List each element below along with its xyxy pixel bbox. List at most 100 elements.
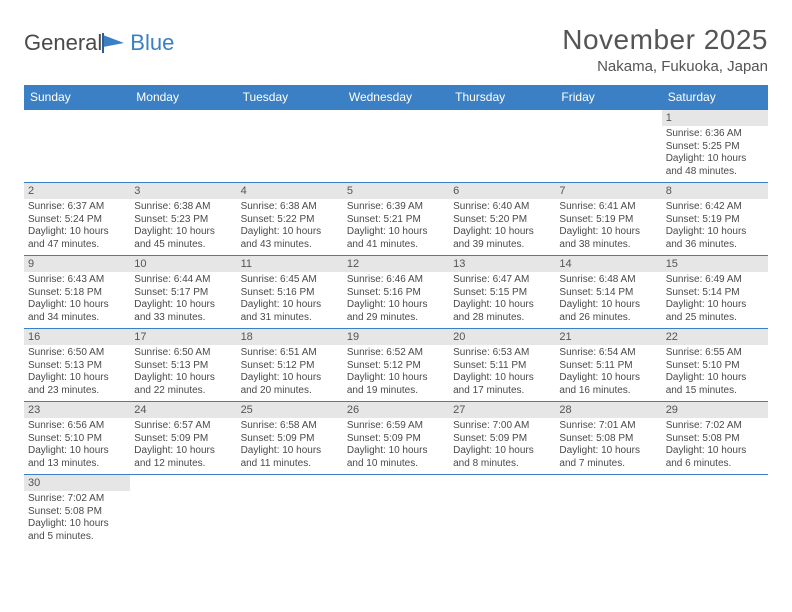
day-details: Sunrise: 6:45 AMSunset: 5:16 PMDaylight:… <box>237 272 343 328</box>
day-number: 16 <box>24 329 130 345</box>
calendar-day-cell: 19Sunrise: 6:52 AMSunset: 5:12 PMDayligh… <box>343 329 449 402</box>
day-details: Sunrise: 6:42 AMSunset: 5:19 PMDaylight:… <box>662 199 768 255</box>
day-number: 19 <box>343 329 449 345</box>
day-number: 17 <box>130 329 236 345</box>
day-details: Sunrise: 7:02 AMSunset: 5:08 PMDaylight:… <box>662 418 768 474</box>
day-details: Sunrise: 6:48 AMSunset: 5:14 PMDaylight:… <box>555 272 661 328</box>
calendar-empty-cell <box>343 475 449 548</box>
day-details: Sunrise: 6:51 AMSunset: 5:12 PMDaylight:… <box>237 345 343 401</box>
calendar-day-cell: 6Sunrise: 6:40 AMSunset: 5:20 PMDaylight… <box>449 183 555 256</box>
calendar-day-cell: 24Sunrise: 6:57 AMSunset: 5:09 PMDayligh… <box>130 402 236 475</box>
day-number: 10 <box>130 256 236 272</box>
calendar-week-row: 30Sunrise: 7:02 AMSunset: 5:08 PMDayligh… <box>24 475 768 548</box>
calendar-day-cell: 7Sunrise: 6:41 AMSunset: 5:19 PMDaylight… <box>555 183 661 256</box>
day-number: 5 <box>343 183 449 199</box>
day-number: 21 <box>555 329 661 345</box>
day-number: 18 <box>237 329 343 345</box>
calendar-day-cell: 14Sunrise: 6:48 AMSunset: 5:14 PMDayligh… <box>555 256 661 329</box>
calendar-empty-cell <box>449 110 555 183</box>
day-number: 3 <box>130 183 236 199</box>
day-details: Sunrise: 7:00 AMSunset: 5:09 PMDaylight:… <box>449 418 555 474</box>
calendar-day-cell: 21Sunrise: 6:54 AMSunset: 5:11 PMDayligh… <box>555 329 661 402</box>
day-number: 29 <box>662 402 768 418</box>
calendar-day-cell: 29Sunrise: 7:02 AMSunset: 5:08 PMDayligh… <box>662 402 768 475</box>
calendar-day-cell: 17Sunrise: 6:50 AMSunset: 5:13 PMDayligh… <box>130 329 236 402</box>
day-number: 7 <box>555 183 661 199</box>
calendar-day-cell: 22Sunrise: 6:55 AMSunset: 5:10 PMDayligh… <box>662 329 768 402</box>
day-details: Sunrise: 6:39 AMSunset: 5:21 PMDaylight:… <box>343 199 449 255</box>
weekday-header: Thursday <box>449 85 555 110</box>
day-details: Sunrise: 6:40 AMSunset: 5:20 PMDaylight:… <box>449 199 555 255</box>
calendar-empty-cell <box>343 110 449 183</box>
calendar-empty-cell <box>130 475 236 548</box>
calendar-week-row: 9Sunrise: 6:43 AMSunset: 5:18 PMDaylight… <box>24 256 768 329</box>
day-number: 6 <box>449 183 555 199</box>
day-details: Sunrise: 6:57 AMSunset: 5:09 PMDaylight:… <box>130 418 236 474</box>
calendar-day-cell: 9Sunrise: 6:43 AMSunset: 5:18 PMDaylight… <box>24 256 130 329</box>
day-number: 4 <box>237 183 343 199</box>
day-details: Sunrise: 6:41 AMSunset: 5:19 PMDaylight:… <box>555 199 661 255</box>
calendar-day-cell: 3Sunrise: 6:38 AMSunset: 5:23 PMDaylight… <box>130 183 236 256</box>
calendar-week-row: 1Sunrise: 6:36 AMSunset: 5:25 PMDaylight… <box>24 110 768 183</box>
calendar-day-cell: 2Sunrise: 6:37 AMSunset: 5:24 PMDaylight… <box>24 183 130 256</box>
day-details: Sunrise: 6:50 AMSunset: 5:13 PMDaylight:… <box>130 345 236 401</box>
day-details: Sunrise: 7:01 AMSunset: 5:08 PMDaylight:… <box>555 418 661 474</box>
day-details: Sunrise: 7:02 AMSunset: 5:08 PMDaylight:… <box>24 491 130 547</box>
calendar-day-cell: 13Sunrise: 6:47 AMSunset: 5:15 PMDayligh… <box>449 256 555 329</box>
calendar-day-cell: 30Sunrise: 7:02 AMSunset: 5:08 PMDayligh… <box>24 475 130 548</box>
day-number: 8 <box>662 183 768 199</box>
day-details: Sunrise: 6:36 AMSunset: 5:25 PMDaylight:… <box>662 126 768 182</box>
calendar-day-cell: 25Sunrise: 6:58 AMSunset: 5:09 PMDayligh… <box>237 402 343 475</box>
calendar-empty-cell <box>555 475 661 548</box>
day-number: 2 <box>24 183 130 199</box>
weekday-header: Monday <box>130 85 236 110</box>
day-details: Sunrise: 6:49 AMSunset: 5:14 PMDaylight:… <box>662 272 768 328</box>
weekday-header: Saturday <box>662 85 768 110</box>
day-details: Sunrise: 6:47 AMSunset: 5:15 PMDaylight:… <box>449 272 555 328</box>
calendar-day-cell: 15Sunrise: 6:49 AMSunset: 5:14 PMDayligh… <box>662 256 768 329</box>
title-block: November 2025 Nakama, Fukuoka, Japan <box>562 24 768 75</box>
location-text: Nakama, Fukuoka, Japan <box>562 58 768 75</box>
day-details: Sunrise: 6:43 AMSunset: 5:18 PMDaylight:… <box>24 272 130 328</box>
calendar-day-cell: 28Sunrise: 7:01 AMSunset: 5:08 PMDayligh… <box>555 402 661 475</box>
calendar-day-cell: 4Sunrise: 6:38 AMSunset: 5:22 PMDaylight… <box>237 183 343 256</box>
day-number: 22 <box>662 329 768 345</box>
day-details: Sunrise: 6:38 AMSunset: 5:22 PMDaylight:… <box>237 199 343 255</box>
brand-text-2: Blue <box>130 30 174 56</box>
calendar-day-cell: 10Sunrise: 6:44 AMSunset: 5:17 PMDayligh… <box>130 256 236 329</box>
day-number: 30 <box>24 475 130 491</box>
day-details: Sunrise: 6:53 AMSunset: 5:11 PMDaylight:… <box>449 345 555 401</box>
weekday-header: Wednesday <box>343 85 449 110</box>
day-number: 26 <box>343 402 449 418</box>
day-number: 20 <box>449 329 555 345</box>
day-details: Sunrise: 6:56 AMSunset: 5:10 PMDaylight:… <box>24 418 130 474</box>
day-details: Sunrise: 6:44 AMSunset: 5:17 PMDaylight:… <box>130 272 236 328</box>
calendar-day-cell: 26Sunrise: 6:59 AMSunset: 5:09 PMDayligh… <box>343 402 449 475</box>
day-number: 27 <box>449 402 555 418</box>
day-details: Sunrise: 6:58 AMSunset: 5:09 PMDaylight:… <box>237 418 343 474</box>
calendar-empty-cell <box>24 110 130 183</box>
calendar-day-cell: 27Sunrise: 7:00 AMSunset: 5:09 PMDayligh… <box>449 402 555 475</box>
day-number: 23 <box>24 402 130 418</box>
calendar-day-cell: 5Sunrise: 6:39 AMSunset: 5:21 PMDaylight… <box>343 183 449 256</box>
calendar-day-cell: 23Sunrise: 6:56 AMSunset: 5:10 PMDayligh… <box>24 402 130 475</box>
day-number: 15 <box>662 256 768 272</box>
day-number: 28 <box>555 402 661 418</box>
day-details: Sunrise: 6:54 AMSunset: 5:11 PMDaylight:… <box>555 345 661 401</box>
calendar-day-cell: 1Sunrise: 6:36 AMSunset: 5:25 PMDaylight… <box>662 110 768 183</box>
calendar-week-row: 23Sunrise: 6:56 AMSunset: 5:10 PMDayligh… <box>24 402 768 475</box>
weekday-header-row: SundayMondayTuesdayWednesdayThursdayFrid… <box>24 85 768 110</box>
brand-logo: General Blue <box>24 24 174 56</box>
weekday-header: Sunday <box>24 85 130 110</box>
brand-text-1: General <box>24 30 102 56</box>
calendar-day-cell: 12Sunrise: 6:46 AMSunset: 5:16 PMDayligh… <box>343 256 449 329</box>
month-title: November 2025 <box>562 24 768 56</box>
day-details: Sunrise: 6:52 AMSunset: 5:12 PMDaylight:… <box>343 345 449 401</box>
day-number: 24 <box>130 402 236 418</box>
header: General Blue November 2025 Nakama, Fukuo… <box>24 24 768 75</box>
calendar-week-row: 16Sunrise: 6:50 AMSunset: 5:13 PMDayligh… <box>24 329 768 402</box>
calendar-day-cell: 16Sunrise: 6:50 AMSunset: 5:13 PMDayligh… <box>24 329 130 402</box>
calendar-day-cell: 11Sunrise: 6:45 AMSunset: 5:16 PMDayligh… <box>237 256 343 329</box>
day-number: 25 <box>237 402 343 418</box>
weekday-header: Tuesday <box>237 85 343 110</box>
